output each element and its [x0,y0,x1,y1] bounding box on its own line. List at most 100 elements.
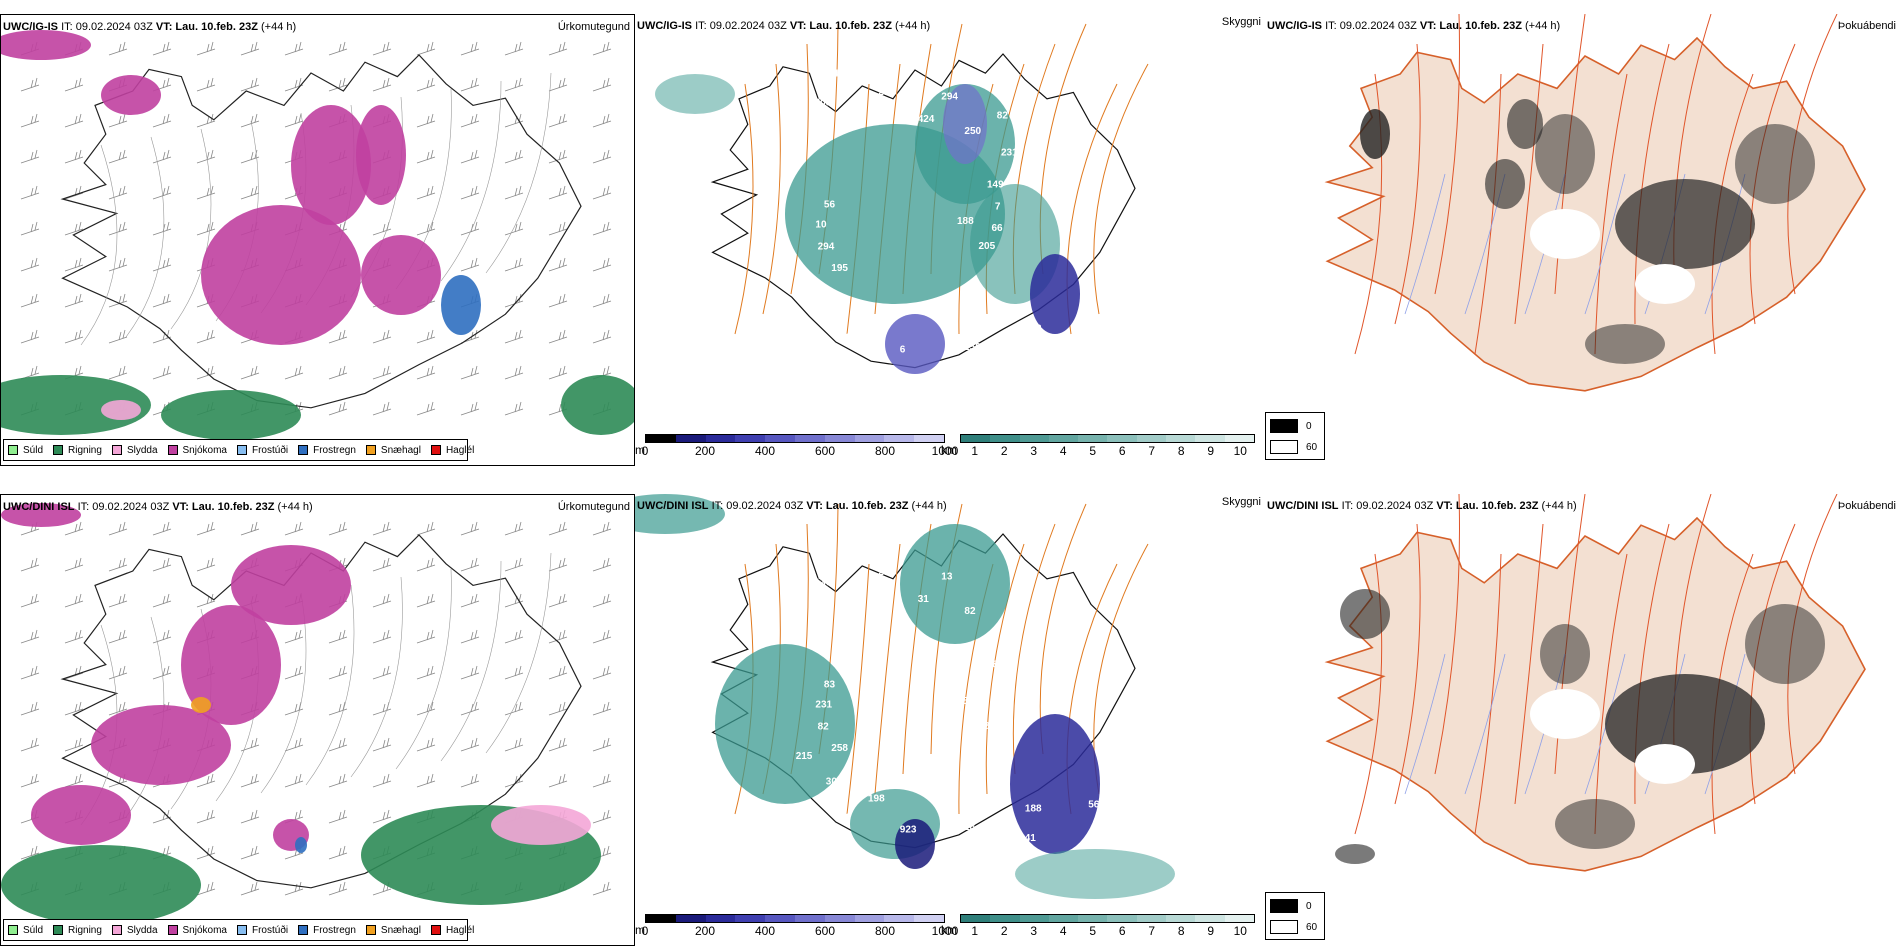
snow-area [356,105,406,205]
wind-barb [328,365,348,380]
wind-barb [592,221,612,236]
ceiling-value-label: 125 [826,296,843,307]
wind-barb [548,701,568,716]
legend-label: Snjókoma [182,444,227,456]
ceiling-value-label: 188 [957,216,974,227]
low-visibility-area [715,644,855,804]
wind-barb [504,593,524,608]
fog-legend-label: 60 [1306,441,1318,453]
ceiling-value-label: 124 [752,574,769,585]
legend-label: Súld [23,444,44,456]
wind-barb [196,77,216,92]
wind-barb [20,221,40,236]
glacier-area [1530,209,1600,259]
ceiling-value-label: 100 [1024,655,1041,666]
ceiling-value-label: 17 [1024,175,1036,186]
wind-barb [416,221,436,236]
fog-legend-item: 0 [1270,899,1312,913]
legend-label: Rigning [68,444,102,456]
wind-barb [416,665,436,680]
ceiling-value-label: 8 [697,615,703,626]
colorbar-segment [1166,435,1196,442]
wind-barb [592,737,612,752]
fog-area [1555,799,1635,849]
low-visibility-area [635,494,725,534]
wind-barb [592,773,612,788]
wind-barb [240,521,260,536]
legend-item-2: Slydda [111,445,158,456]
wind-barb [240,77,260,92]
colorbar-segment [765,915,795,922]
ceiling-value-label: 10 [815,220,827,231]
colorbar-segment [884,915,915,922]
fog-legend-item: 0 [1270,419,1312,433]
ceiling-value-label: 294 [941,92,958,103]
ceiling-value-label: 18 [964,822,976,833]
wind-barb [548,41,568,56]
legend-item-4: Frostúði [236,445,288,456]
ceiling-value-label: 205 [979,241,996,252]
colorbars: m 0 200 400 600 800 1000 km 1 2 3 4 5 6 7 8 9 10 [635,434,1260,464]
legend-label: Súld [23,924,44,936]
colorbar-segment [675,915,706,922]
wind-barb [504,149,524,164]
wind-barb [372,401,392,416]
road-line [305,584,355,786]
wind-barb [460,737,480,752]
ceiling-value-label: 215 [796,751,813,762]
fog-area [1745,604,1825,684]
colorbar-tick-label: 2 [1000,924,1008,938]
river-line [1404,173,1446,315]
wind-barb [152,293,172,308]
road-line [125,136,165,338]
colorbar-segment [1136,435,1167,442]
colorbar-tick-label: 800 [874,444,896,458]
wind-barb [328,773,348,788]
colorbar-tick-label: 4 [1059,444,1067,458]
colorbar-segment [1136,915,1167,922]
colorbar-segment [1078,915,1108,922]
precip-type-map [1,503,612,925]
wind-barb [416,77,436,92]
legend-item-2: Slydda [111,925,158,936]
colorbar-tick-label: 6 [1118,924,1126,938]
wind-barb [548,113,568,128]
ceiling-colorbar [645,914,945,923]
freezing-rain-area [441,275,481,335]
freezing-rain-area [295,837,307,853]
snow-area [1,503,81,527]
colorbar-tick-label: 5 [1089,444,1097,458]
wind-barb [240,773,260,788]
wind-barb [328,401,348,416]
wind-barb [548,521,568,536]
colorbar-tick-label: 800 [874,924,896,938]
colorbar-tick-label: 10 [1233,444,1247,458]
colorbar-segment [990,435,1020,442]
ceiling-value-label: 290 [878,87,895,98]
wind-barb [504,557,524,572]
wind-barb [592,881,612,896]
colorbar-tick-label: 7 [1148,924,1156,938]
colorbar-tick-label: 9 [1207,444,1215,458]
colorbar-segment [914,435,944,442]
ceiling-value-label: 203 [815,97,832,108]
wind-barb [592,665,612,680]
colorbar-tick-label: 200 [694,444,716,458]
colorbar-tick-label: 600 [814,444,836,458]
panel-field-name: Úrkomutegund [557,21,630,33]
colorbar-segment [914,915,944,922]
ceiling-value-label: 188 [1025,804,1042,815]
wind-barb [592,185,612,200]
legend-item-3: Snjókoma [167,925,227,936]
colorbar-tick-label: 8 [1177,924,1185,938]
fog-area [1507,99,1543,149]
land-area [1324,516,1866,872]
ceiling-value-label: 258 [831,743,848,754]
colorbar-segment [735,915,766,922]
road-line [1394,523,1421,805]
wind-barb [592,593,612,608]
colorbar-tick-label: 1 [971,924,979,938]
fog-area [1585,324,1665,364]
wind-barb [196,365,216,380]
wind-barb [152,257,172,272]
